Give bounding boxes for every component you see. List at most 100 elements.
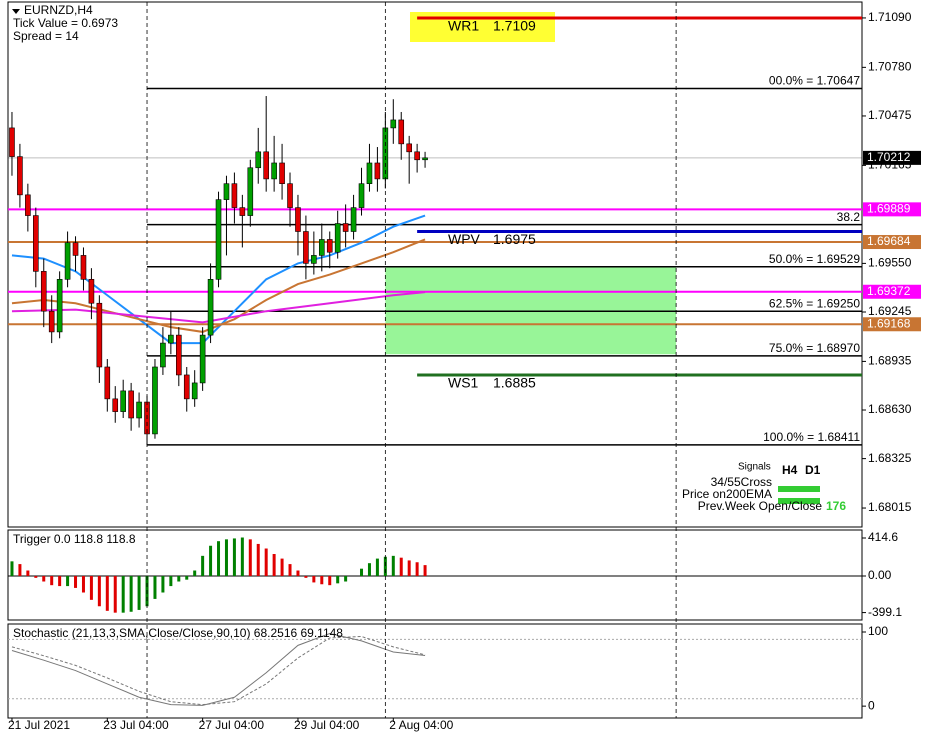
histogram-bar bbox=[256, 543, 260, 577]
candle-body bbox=[239, 207, 246, 216]
candle-body bbox=[287, 183, 293, 208]
x-tick-label: 2 Aug 04:00 bbox=[389, 718, 453, 732]
candle-body bbox=[56, 279, 63, 333]
price-tag bbox=[863, 235, 921, 250]
pivot-value: 1.6885 bbox=[493, 375, 536, 391]
price-tag bbox=[863, 317, 921, 332]
candle-body bbox=[398, 119, 405, 145]
histogram-bar bbox=[26, 570, 30, 577]
chart-title: EURNZD,H4 bbox=[24, 3, 93, 17]
candle-body bbox=[326, 239, 333, 253]
histogram-bar bbox=[81, 576, 85, 593]
y-tick-label: 1.68015 bbox=[868, 500, 912, 514]
candle-body bbox=[72, 242, 79, 256]
candle-body bbox=[112, 398, 119, 412]
histogram-bar bbox=[42, 576, 46, 582]
histogram-bar bbox=[185, 576, 189, 580]
histogram-bar bbox=[407, 560, 411, 577]
price-tag bbox=[863, 202, 921, 217]
price-tag-label: 1.69372 bbox=[867, 284, 911, 298]
histogram-bar bbox=[34, 576, 38, 578]
signals-column: H4 bbox=[782, 463, 798, 477]
panel-title: Stochastic (21,13,3,SMA,Close/Close,90,1… bbox=[13, 626, 343, 640]
histogram-bar bbox=[137, 576, 141, 610]
candle-body bbox=[33, 215, 39, 272]
candle-body bbox=[223, 183, 230, 200]
histogram-bar bbox=[248, 539, 252, 577]
candle-body bbox=[271, 162, 277, 180]
y-tick-label: 1.68630 bbox=[868, 402, 912, 416]
y-tick-label: 100 bbox=[868, 624, 888, 638]
histogram-bar bbox=[161, 576, 165, 593]
histogram-bar bbox=[320, 576, 324, 585]
price-tag-label: 1.70212 bbox=[867, 150, 911, 164]
candle-body bbox=[334, 223, 341, 253]
y-tick-label: 414.6 bbox=[868, 530, 898, 544]
candle-body bbox=[48, 310, 55, 333]
histogram-bar bbox=[312, 576, 316, 583]
signal-bar bbox=[778, 486, 820, 492]
candle-body bbox=[160, 342, 166, 368]
panel-frame bbox=[7, 529, 863, 621]
zone bbox=[385, 266, 677, 355]
candle-body bbox=[255, 151, 262, 169]
candle-body bbox=[9, 127, 15, 157]
histogram-bar bbox=[169, 576, 173, 587]
candle-body bbox=[279, 162, 285, 184]
panel-frame bbox=[7, 1, 863, 528]
candle-body bbox=[176, 334, 182, 376]
signals-column: D1 bbox=[805, 463, 821, 477]
histogram-bar bbox=[240, 537, 244, 577]
chart-info: Tick Value = 0.6973 bbox=[13, 16, 118, 30]
histogram-bar bbox=[280, 558, 284, 577]
histogram-bar bbox=[217, 541, 221, 577]
histogram-bar bbox=[296, 570, 300, 577]
histogram-bar bbox=[336, 576, 340, 584]
price-tag-label: 1.69684 bbox=[867, 234, 911, 248]
pivot-name: WS1 bbox=[448, 375, 479, 391]
y-tick-label: 1.69550 bbox=[868, 256, 912, 270]
histogram-bar bbox=[344, 576, 348, 582]
histogram-bar bbox=[193, 570, 197, 577]
candle-body bbox=[295, 207, 301, 232]
y-tick-label: 0.00 bbox=[868, 568, 892, 582]
x-tick-label: 21 Jul 2021 bbox=[8, 718, 70, 732]
histogram-bar bbox=[50, 576, 54, 586]
signal-value: 176 bbox=[826, 499, 846, 513]
fib-label: 75.0% = 1.68970 bbox=[769, 341, 860, 355]
candle-body bbox=[96, 302, 103, 368]
histogram-bar bbox=[153, 576, 157, 599]
fib-label: 62.5% = 1.69250 bbox=[769, 296, 860, 310]
histogram-bar bbox=[415, 562, 419, 577]
candle-body bbox=[168, 334, 174, 344]
candle-body bbox=[247, 167, 254, 216]
candle-body bbox=[342, 223, 349, 232]
candle-body bbox=[120, 390, 126, 412]
histogram-bar bbox=[113, 576, 117, 613]
histogram-bar bbox=[224, 539, 228, 577]
histogram-bar bbox=[209, 545, 213, 577]
fib-label: 100.0% = 1.68411 bbox=[763, 430, 860, 444]
candle-body bbox=[263, 151, 269, 180]
candle-body bbox=[406, 143, 412, 153]
fib-label: 38.2 bbox=[837, 210, 861, 224]
candle-body bbox=[422, 157, 428, 161]
histogram-bar bbox=[129, 576, 133, 612]
histogram-bar bbox=[18, 564, 22, 577]
histogram-bar bbox=[272, 554, 276, 577]
y-tick-label: 1.70475 bbox=[868, 108, 912, 122]
y-tick-label: 1.71090 bbox=[868, 10, 912, 24]
candle-body bbox=[40, 271, 47, 312]
histogram-bar bbox=[121, 576, 125, 613]
signal-label: Price on200EMA bbox=[682, 487, 772, 501]
pivot-value: 1.7109 bbox=[493, 18, 536, 34]
histogram-bar bbox=[10, 561, 14, 577]
candle-body bbox=[358, 183, 365, 208]
histogram-bar bbox=[105, 576, 109, 611]
candle-body bbox=[231, 183, 238, 208]
signal-label: Prev.Week Open/Close bbox=[698, 499, 823, 513]
candle-body bbox=[318, 239, 325, 256]
x-tick-label: 29 Jul 04:00 bbox=[294, 718, 360, 732]
fib-label: 50.0% = 1.69529 bbox=[769, 252, 860, 266]
signals-title: Signals bbox=[738, 462, 771, 473]
